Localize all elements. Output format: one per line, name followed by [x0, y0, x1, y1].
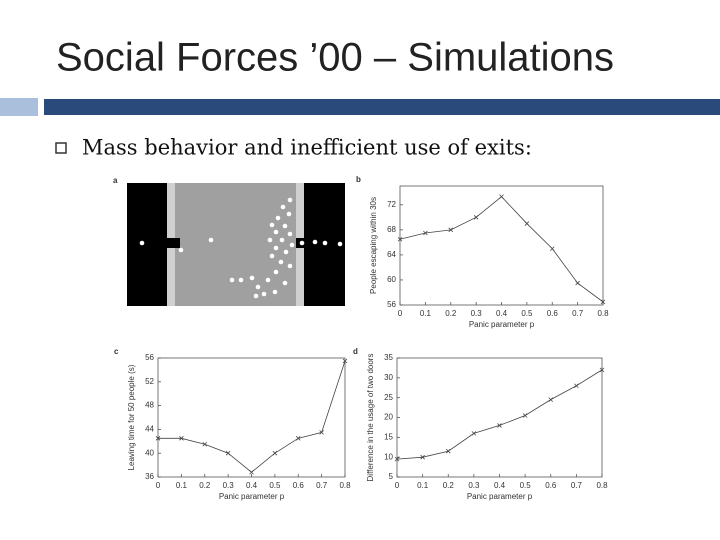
data-marker	[574, 383, 579, 389]
plot-frame	[399, 185, 604, 306]
x-tick-label: 0.8	[339, 481, 351, 490]
y-tick-label: 5	[389, 472, 394, 481]
y-tick-label: 64	[387, 250, 396, 259]
y-tick-label: 60	[387, 275, 396, 284]
x-tick-label: 0.8	[596, 481, 608, 490]
data-marker	[342, 358, 348, 364]
y-tick-label: 56	[387, 300, 396, 309]
x-tick-label: 0.1	[417, 481, 429, 490]
simulation-image: a	[113, 176, 345, 306]
data-marker	[445, 448, 451, 454]
x-tick-label: 0.6	[293, 481, 305, 490]
x-tick-label: 0.8	[597, 309, 609, 318]
panel-label: a	[113, 176, 118, 185]
data-marker	[600, 299, 606, 305]
data-marker	[423, 230, 428, 236]
data-line	[158, 360, 346, 473]
x-tick-label: 0.2	[443, 481, 455, 490]
data-marker	[225, 450, 231, 456]
data-marker	[397, 236, 403, 242]
x-axis-label: Panic parameter p	[467, 492, 533, 501]
data-marker	[549, 246, 555, 251]
x-tick-label: 0	[395, 481, 400, 490]
y-axis-label: Difference in the usage of two doors	[366, 354, 375, 482]
data-marker	[499, 194, 504, 199]
x-tick-label: 0.4	[496, 309, 508, 318]
y-axis-label: Leaving time for 50 people (s)	[127, 364, 136, 470]
y-tick-label: 30	[384, 373, 393, 382]
y-tick-label: 10	[384, 452, 393, 461]
y-tick-label: 48	[145, 401, 154, 410]
data-marker	[272, 450, 278, 456]
y-tick-label: 35	[384, 353, 393, 362]
x-tick-label: 0.3	[468, 481, 480, 490]
panel-label: b	[356, 175, 361, 184]
y-tick-label: 44	[145, 425, 154, 434]
x-tick-label: 0.2	[445, 309, 457, 318]
data-marker	[319, 430, 324, 435]
y-tick-label: 68	[387, 225, 396, 234]
x-tick-label: 0.7	[571, 481, 583, 490]
data-marker	[295, 436, 301, 441]
y-tick-label: 20	[384, 413, 393, 422]
x-axis-label: Panic parameter p	[219, 492, 285, 501]
x-tick-label: 0.5	[521, 309, 533, 318]
y-tick-label: 15	[384, 432, 393, 441]
plot-frame	[396, 357, 603, 478]
data-marker	[575, 280, 580, 286]
data-marker	[524, 221, 530, 226]
x-tick-label: 0.2	[199, 481, 211, 490]
data-marker	[202, 441, 208, 447]
x-tick-label: 0.7	[572, 309, 584, 318]
data-marker	[249, 469, 254, 475]
x-tick-label: 0.6	[547, 309, 559, 318]
x-tick-label: 0.4	[246, 481, 258, 490]
data-marker	[448, 227, 454, 233]
data-marker	[155, 436, 161, 441]
plot-frame	[157, 357, 346, 478]
x-tick-label: 0.5	[269, 481, 281, 490]
pedestrians	[139, 197, 343, 299]
data-marker	[497, 423, 502, 428]
data-marker	[471, 431, 477, 436]
y-tick-label: 56	[145, 353, 154, 362]
x-tick-label: 0.6	[545, 481, 557, 490]
y-axis-label: People escaping within 30s	[369, 197, 378, 294]
y-tick-label: 72	[387, 200, 396, 209]
bullet-icon	[55, 142, 67, 154]
data-marker	[394, 456, 400, 462]
y-tick-label: 25	[384, 393, 393, 402]
x-tick-label: 0	[156, 481, 161, 490]
data-marker	[420, 454, 425, 460]
y-tick-label: 40	[145, 448, 154, 457]
x-tick-label: 0.4	[494, 481, 506, 490]
exit	[296, 238, 316, 248]
x-tick-label: 0.3	[471, 309, 483, 318]
room	[175, 183, 296, 306]
x-tick-label: 0.7	[316, 481, 328, 490]
panel-label: c	[114, 347, 119, 356]
x-tick-label: 0	[398, 309, 403, 318]
data-marker	[179, 436, 184, 441]
data-marker	[522, 413, 528, 418]
x-tick-label: 0.1	[176, 481, 188, 490]
x-axis-label: Panic parameter p	[469, 320, 535, 329]
data-marker	[548, 397, 554, 402]
bullet-text: Mass behavior and inefficient use of exi…	[82, 136, 532, 160]
panel-label: d	[353, 347, 358, 356]
data-line	[399, 196, 604, 303]
x-tick-label: 0.3	[223, 481, 235, 490]
data-line	[396, 369, 603, 460]
y-tick-label: 36	[145, 472, 154, 481]
x-tick-label: 0.5	[520, 481, 532, 490]
exit	[160, 238, 180, 248]
title-bar	[44, 99, 720, 115]
x-tick-label: 0.1	[420, 309, 432, 318]
y-tick-label: 52	[145, 377, 154, 386]
slide-title: Social Forces ’00 – Simulations	[56, 36, 614, 80]
data-marker	[599, 367, 605, 373]
data-marker	[473, 215, 479, 220]
accent-square	[0, 98, 38, 116]
